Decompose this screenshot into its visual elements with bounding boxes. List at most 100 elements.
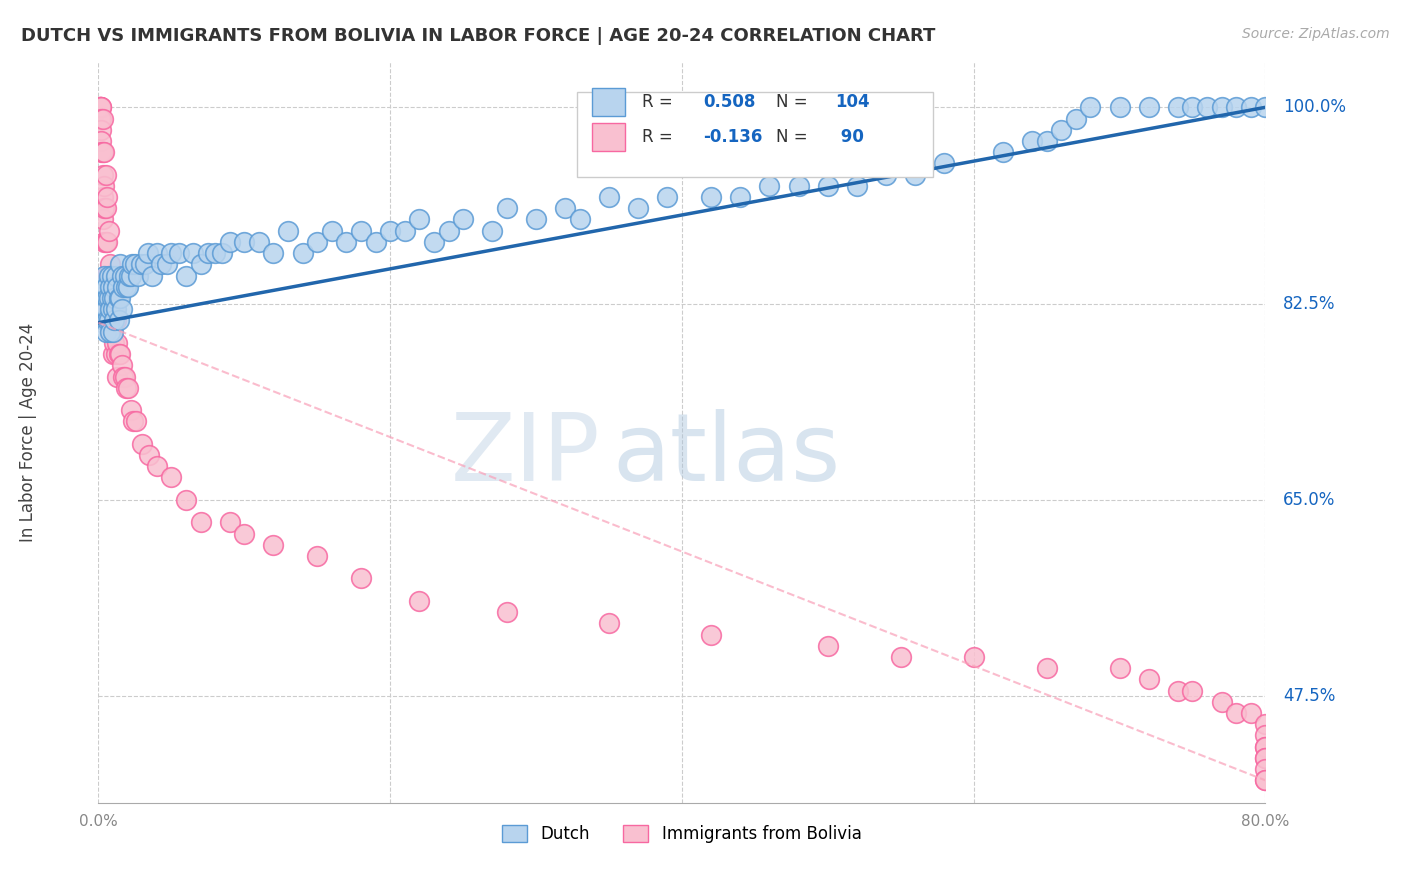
Point bbox=[131, 437, 153, 451]
Text: -0.136: -0.136 bbox=[703, 128, 762, 146]
Point bbox=[262, 538, 284, 552]
Point bbox=[90, 100, 112, 114]
Point bbox=[233, 235, 256, 249]
Point bbox=[247, 235, 270, 249]
Text: 82.5%: 82.5% bbox=[1282, 294, 1336, 312]
Point bbox=[496, 605, 519, 619]
Point bbox=[1254, 773, 1277, 788]
Text: N =: N = bbox=[776, 94, 813, 112]
Point bbox=[97, 268, 120, 283]
Point bbox=[104, 347, 127, 361]
Point bbox=[89, 112, 111, 126]
Point bbox=[93, 145, 115, 160]
Point bbox=[96, 268, 118, 283]
Point bbox=[117, 381, 139, 395]
Point bbox=[114, 268, 136, 283]
Point bbox=[211, 246, 233, 260]
Point bbox=[124, 257, 146, 271]
Point bbox=[90, 145, 112, 160]
Text: N =: N = bbox=[776, 128, 813, 146]
Point bbox=[100, 291, 122, 305]
Point bbox=[1211, 100, 1233, 114]
Point bbox=[93, 178, 115, 193]
Point bbox=[174, 268, 197, 283]
Text: 65.0%: 65.0% bbox=[1282, 491, 1336, 509]
Point bbox=[1254, 739, 1277, 754]
Point bbox=[115, 280, 138, 294]
Point bbox=[90, 134, 112, 148]
Point bbox=[156, 257, 179, 271]
Point bbox=[108, 347, 131, 361]
Point bbox=[481, 224, 503, 238]
Point bbox=[197, 246, 219, 260]
Point bbox=[307, 235, 329, 249]
Point bbox=[90, 112, 112, 126]
Point bbox=[1137, 673, 1160, 687]
Point bbox=[1137, 100, 1160, 114]
Text: 104: 104 bbox=[835, 94, 869, 112]
Point bbox=[598, 616, 620, 631]
Point bbox=[1195, 100, 1218, 114]
Point bbox=[1050, 122, 1073, 136]
Point bbox=[1108, 661, 1130, 675]
Point bbox=[129, 257, 152, 271]
Point bbox=[1225, 706, 1247, 720]
Point bbox=[1064, 112, 1087, 126]
Point bbox=[111, 359, 134, 373]
Point bbox=[98, 257, 121, 271]
Point bbox=[96, 302, 118, 317]
Point bbox=[114, 369, 136, 384]
Point bbox=[134, 257, 156, 271]
Point bbox=[321, 224, 343, 238]
Point bbox=[700, 627, 723, 641]
Point bbox=[91, 280, 114, 294]
Text: R =: R = bbox=[643, 128, 678, 146]
FancyBboxPatch shape bbox=[592, 88, 624, 117]
Point bbox=[1240, 706, 1263, 720]
Point bbox=[94, 168, 117, 182]
Point bbox=[120, 268, 142, 283]
Point bbox=[94, 302, 117, 317]
Point bbox=[846, 178, 869, 193]
Point bbox=[138, 448, 160, 462]
Point bbox=[118, 268, 141, 283]
Point bbox=[121, 257, 143, 271]
Point bbox=[167, 246, 190, 260]
Point bbox=[89, 100, 111, 114]
Point bbox=[90, 122, 112, 136]
Point bbox=[89, 100, 111, 114]
Point bbox=[380, 224, 402, 238]
Point bbox=[93, 313, 115, 327]
Point bbox=[1181, 100, 1204, 114]
Point bbox=[1254, 751, 1277, 765]
Point bbox=[89, 112, 111, 126]
Point bbox=[904, 168, 927, 182]
Point bbox=[101, 325, 124, 339]
Point bbox=[104, 268, 127, 283]
Point bbox=[103, 313, 125, 327]
Text: 100.0%: 100.0% bbox=[1282, 98, 1346, 116]
FancyBboxPatch shape bbox=[576, 92, 932, 178]
Point bbox=[1254, 762, 1277, 776]
Point bbox=[190, 257, 212, 271]
Point bbox=[730, 190, 752, 204]
Point bbox=[1211, 695, 1233, 709]
Point bbox=[103, 302, 125, 317]
Point bbox=[758, 178, 780, 193]
Point bbox=[89, 100, 111, 114]
Point bbox=[1254, 773, 1277, 788]
Point bbox=[364, 235, 387, 249]
Point bbox=[94, 235, 117, 249]
Point bbox=[103, 291, 125, 305]
Point bbox=[350, 571, 373, 585]
Point bbox=[98, 302, 121, 317]
Point bbox=[110, 347, 132, 361]
Point bbox=[91, 302, 114, 317]
Point bbox=[105, 280, 128, 294]
Point bbox=[108, 313, 131, 327]
Point bbox=[136, 246, 159, 260]
Text: atlas: atlas bbox=[612, 409, 841, 500]
Point bbox=[97, 313, 120, 327]
Point bbox=[101, 347, 124, 361]
Point bbox=[100, 325, 122, 339]
